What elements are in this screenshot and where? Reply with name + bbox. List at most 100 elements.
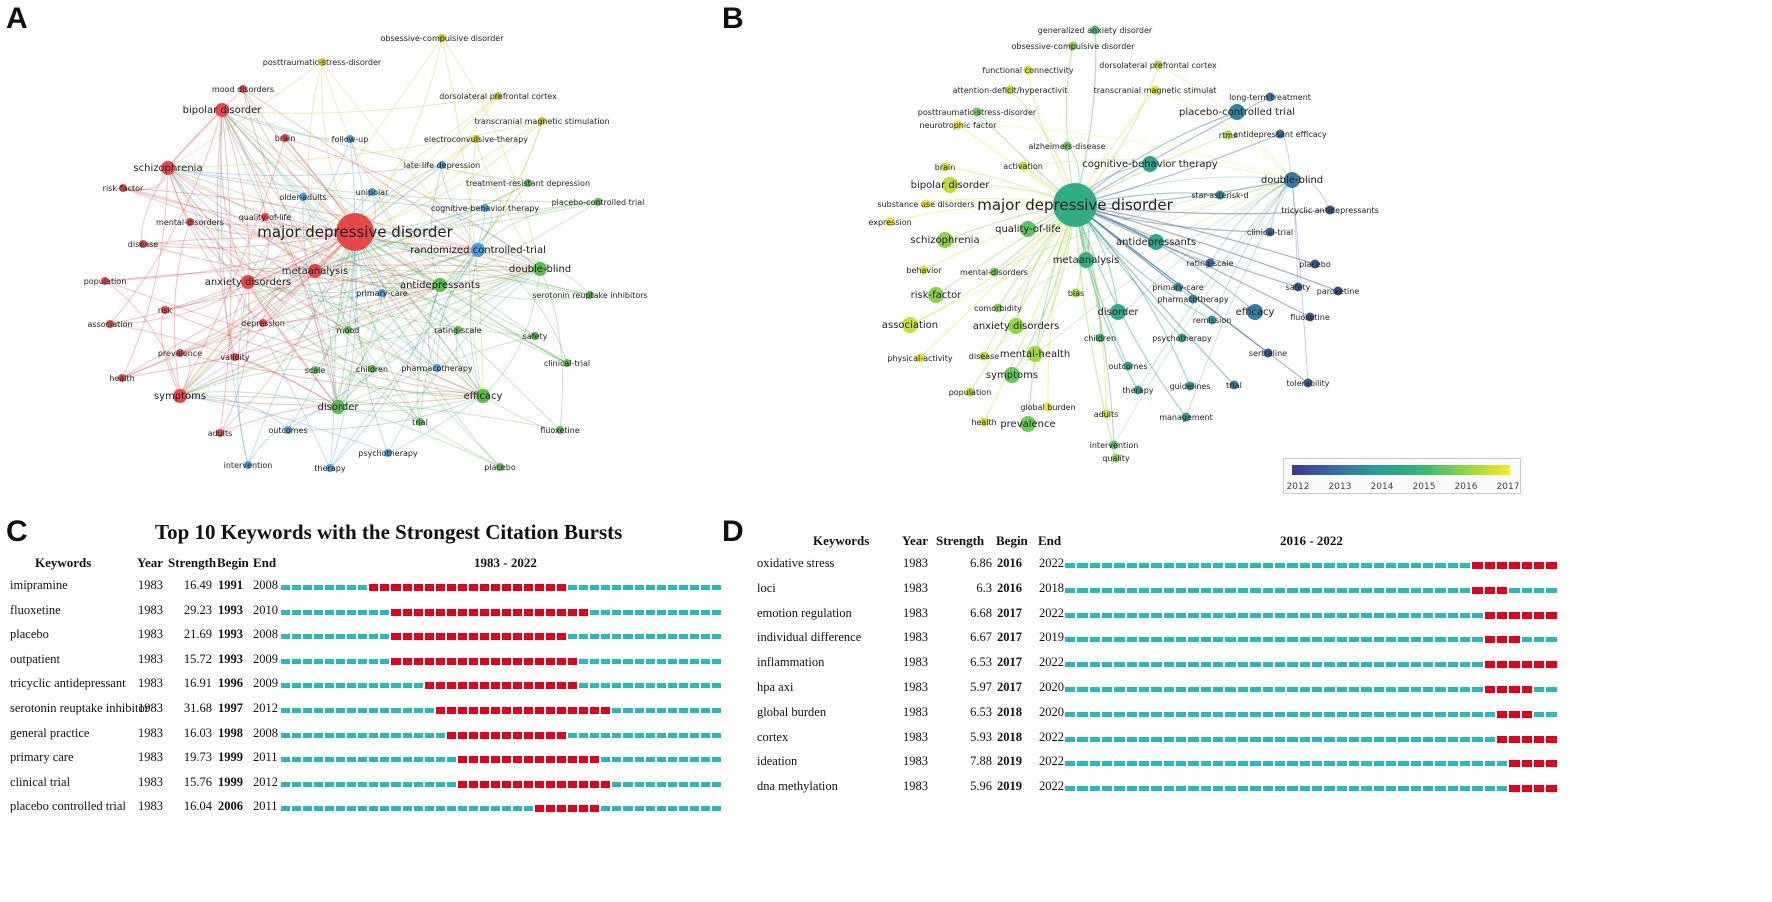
timeline-segment (678, 732, 688, 738)
timeline-segment (590, 683, 600, 689)
network-edge (354, 231, 568, 364)
node-pharmacotherapy (1188, 294, 1198, 304)
burst-timeline (281, 584, 723, 591)
timeline-segment (1188, 761, 1199, 767)
timeline-segment (347, 585, 357, 590)
year-colorbar: 2012 2013 2014 2015 2016 2017 (1283, 458, 1521, 494)
network-edge (164, 268, 541, 311)
node-symptoms (173, 389, 187, 403)
timeline-segment (1102, 637, 1113, 643)
burst-segment (446, 682, 456, 690)
timeline-segment (1398, 687, 1409, 692)
burst-segment (590, 805, 600, 813)
network-edge (354, 231, 421, 423)
network-edge (122, 187, 479, 251)
network-edge (475, 138, 541, 270)
burst-segment (546, 731, 556, 739)
node-label: rating-scale (434, 326, 481, 335)
node-label: fluoxetine (540, 426, 580, 435)
node-label: quality-of-life (995, 224, 1061, 235)
node-label: scale (305, 366, 326, 375)
timeline-segment (1472, 612, 1483, 618)
burst-segment (490, 780, 500, 788)
cell-begin: 1991 (218, 578, 243, 592)
timeline-segment (1065, 662, 1076, 668)
network-edge (439, 120, 543, 286)
burst-segment (1497, 710, 1508, 718)
node-antidepressant-efficacy (1275, 129, 1285, 139)
timeline-segment (358, 806, 368, 812)
burst-segment (524, 633, 534, 641)
timeline-segment (1299, 637, 1310, 643)
node-label: fluoxetine (1290, 313, 1330, 322)
cell-strength: 7.88 (970, 754, 992, 769)
timeline-segment (325, 658, 335, 664)
burst-segment (1546, 611, 1557, 619)
cell-strength: 16.04 (183, 799, 212, 814)
timeline-segment (1324, 687, 1335, 692)
network-edge (371, 191, 541, 270)
burst-segment (1484, 661, 1496, 669)
timeline-segment (656, 658, 666, 664)
network-edge (314, 270, 421, 423)
timeline-segment (1102, 736, 1113, 742)
network-edge (1027, 204, 1076, 425)
timeline-segment (435, 732, 445, 738)
timeline-segment (700, 708, 710, 713)
timeline-segment (369, 634, 379, 640)
network-edge (347, 284, 441, 331)
timeline-segment (347, 757, 357, 763)
timeline-segment (1287, 687, 1298, 692)
timeline-segment (667, 683, 677, 689)
burst-segment (557, 707, 567, 714)
burst-segment (535, 682, 545, 690)
network-edge (417, 284, 441, 423)
timeline-segment (1102, 711, 1113, 717)
timeline-segment (1422, 736, 1434, 742)
cell-strength: 15.76 (183, 774, 212, 789)
timeline-segment (1410, 587, 1421, 593)
cell-end: 2022 (1039, 605, 1064, 620)
timeline-segment (1213, 563, 1224, 568)
timeline-segment (1336, 761, 1347, 767)
cluster-network-graph: major depressive disorder bipolar disorde… (84, 34, 648, 473)
timeline-segment (391, 732, 401, 738)
node-label: bipolar disorder (911, 180, 991, 191)
timeline-segment (1311, 761, 1323, 767)
timeline-segment (336, 757, 346, 763)
burst-segment (1509, 710, 1520, 718)
node-label: brain (935, 163, 956, 172)
network-edge (354, 231, 438, 369)
timeline-segment (1102, 662, 1113, 668)
network-edge (1074, 204, 1107, 415)
node-label: alzheimers-disease (1029, 142, 1106, 151)
timeline-segment (1225, 761, 1236, 767)
timeline-segment (1311, 637, 1323, 643)
timeline-segment (1546, 587, 1557, 593)
node-label: major depressive disorder (977, 196, 1173, 214)
network-edge (247, 281, 441, 294)
network-edge (221, 109, 304, 198)
timeline-segment (1361, 662, 1372, 668)
network-edges (889, 29, 1339, 459)
burst-segment (512, 584, 523, 591)
network-edge (164, 309, 484, 397)
node-label: follow-up (332, 135, 369, 144)
timeline-segment (1287, 637, 1298, 643)
node-label: trial (1226, 381, 1242, 390)
network-edge (219, 405, 339, 434)
burst-segment (402, 657, 412, 665)
timeline-segment (623, 757, 633, 763)
timeline-segment (1348, 687, 1360, 692)
colorbar-tick: 2012 (1287, 482, 1310, 492)
timeline-segment (1299, 761, 1310, 767)
node-brain (281, 134, 289, 142)
timeline-segment (1435, 687, 1446, 692)
node-label: attention-deficit/hyperactivit (953, 86, 1068, 95)
burst-segment (1484, 586, 1496, 594)
network-edge (179, 138, 477, 397)
timeline-segment (1274, 687, 1286, 692)
timeline-segment (579, 585, 589, 590)
cell-keyword: cortex (757, 729, 789, 744)
timeline-segment (1139, 662, 1150, 668)
